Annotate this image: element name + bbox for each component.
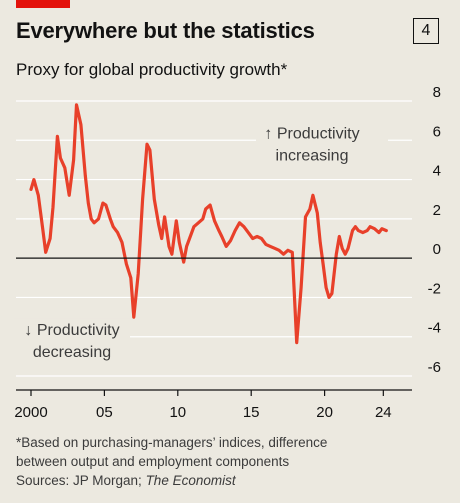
series-line (29, 103, 388, 345)
annotation-increasing-bg (256, 122, 388, 167)
sources-prefix: Sources: JP Morgan; (16, 473, 146, 488)
annotation-decreasing-line-2: decreasing (33, 344, 111, 361)
y-tick-label: -2 (428, 280, 441, 297)
chart-subtitle: Proxy for global productivity growth* (16, 60, 288, 79)
sources: Sources: JP Morgan; The Economist (16, 471, 436, 490)
x-tick-label: 20 (316, 404, 333, 421)
y-tick-label: -4 (428, 320, 441, 337)
annotation-decreasing-line-1: ↓ Productivity (24, 322, 119, 339)
x-tick-label: 15 (243, 404, 260, 421)
x-tick-label: 10 (169, 404, 186, 421)
footnote-line-2: between output and employment components (16, 454, 290, 469)
footnote: *Based on purchasing-managers’ indices, … (16, 433, 436, 490)
x-tick-label: 05 (96, 404, 113, 421)
sources-italic: The Economist (145, 473, 236, 488)
y-tick-label: 4 (433, 163, 441, 180)
brand-tag (16, 0, 70, 8)
y-tick-label: 0 (433, 241, 441, 258)
chart-title: Everywhere but the statistics (16, 18, 315, 43)
y-tick-label: 6 (433, 123, 441, 140)
y-tick-label: 8 (433, 84, 441, 101)
x-tick-label: 2000 (14, 404, 47, 421)
footnote-line-1: *Based on purchasing-managers’ indices, … (16, 435, 328, 450)
chart-number-badge: 4 (413, 18, 439, 44)
annotation-increasing-line-2: increasing (276, 147, 349, 164)
x-tick-label: 24 (375, 404, 392, 421)
annotation-increasing-line-1: ↑ Productivity (264, 125, 359, 142)
y-tick-label: -6 (428, 359, 441, 376)
y-tick-label: 2 (433, 202, 441, 219)
annotation-decreasing-bg (14, 318, 130, 363)
